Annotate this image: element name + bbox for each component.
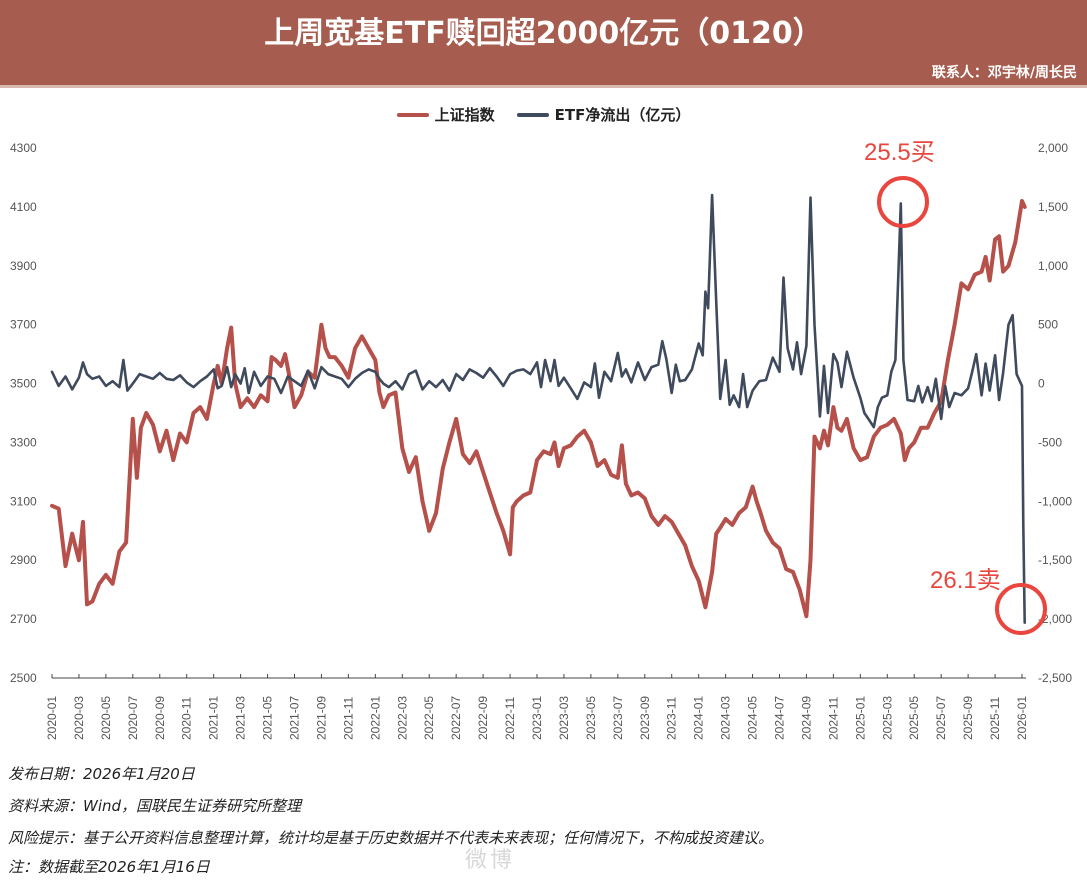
risk-disclaimer: 风险提示：基于公开资料信息整理计算，统计均是基于历史数据并不代表未来表现；任何情… [8,829,774,847]
x-tick-label: 2025-11 [988,697,1002,740]
line-chart: 4300 4100 3900 3700 3500 3300 3100 2900 2700 2500… [10,141,1072,740]
x-tick-label: 2023-09 [638,696,652,740]
shanghai-index-line [50,199,1027,619]
legend-item-etf-outflow: ETF净流出（亿元） [516,104,691,125]
left-tick-label: 3100 [10,494,37,508]
right-tick-label: 500 [1038,318,1058,332]
x-tick-label: 2025-05 [907,696,921,740]
annotation-circles [877,176,1047,635]
legend-label: 上证指数 [434,106,495,124]
right-tick-label: -2,000 [1038,612,1072,626]
data-note: 注：数据截至2026年1月16日 [8,858,210,876]
x-tick-label: 2022-01 [368,696,382,740]
left-tick-label: 4300 [10,141,37,155]
x-tick-label: 2025-01 [853,696,867,740]
legend-item-shanghai-index: 上证指数 [396,104,495,125]
data-source: 资料来源：Wind，国联民生证券研究所整理 [8,797,302,815]
plot-lines [50,193,1027,624]
left-tick-label: 2900 [10,553,37,567]
x-tick-label: 2026-01 [1015,696,1029,740]
left-tick-label: 4100 [10,200,37,214]
annotation-buy: 25.5买 [864,139,935,166]
right-tick-label: -1,000 [1038,494,1072,508]
x-tick-label: 2022-11 [503,697,517,740]
x-tick-label: 2024-11 [826,697,840,740]
x-tick-label: 2022-09 [476,696,490,740]
x-tick-label: 2023-07 [611,696,625,740]
right-tick-label: -1,500 [1038,553,1072,567]
etf-outflow-line [50,193,1026,624]
legend-swatch-red [396,112,429,117]
left-tick-label: 2700 [10,612,37,626]
x-tick-label: 2025-07 [934,696,948,740]
left-tick-label: 2500 [10,671,37,685]
x-tick-label: 2024-01 [692,696,706,740]
left-tick-label: 3500 [10,377,37,391]
x-tick-label: 2022-07 [449,696,463,740]
x-tick-label: 2021-07 [288,696,302,740]
x-tick-label: 2020-01 [45,696,59,740]
x-tick-label: 2024-05 [746,696,760,740]
x-tick-label: 2025-09 [961,696,975,740]
watermark: 微博 [465,848,516,873]
x-tick-label: 2024-07 [773,696,787,740]
x-tick-label: 2022-05 [422,696,436,740]
title-banner: 上周宽基ETF赎回超2000亿元（0120） 联系人：邓宇林/周长民 [0,0,1087,88]
annotation-sell: 26.1卖 [930,567,1001,594]
x-tick-label: 2025-03 [880,696,894,740]
x-tick-label: 2021-01 [207,696,221,740]
x-tick-label: 2021-09 [314,696,328,740]
x-tick-label: 2024-03 [719,696,733,740]
x-tick-label: 2020-05 [99,696,113,740]
right-tick-label: 1,000 [1038,259,1068,273]
publish-date: 发布日期：2026年1月20日 [8,765,195,783]
x-tick-label: 2021-03 [234,696,248,740]
x-tick-label: 2021-05 [261,696,275,740]
x-tick-label: 2022-03 [395,696,409,740]
buy-circle-marker [877,176,929,228]
x-tick-label: 2020-11 [180,697,194,740]
x-tick-label: 2020-07 [126,696,140,740]
x-tick-label: 2023-05 [584,696,598,740]
right-tick-label: -500 [1038,435,1062,449]
sell-circle-marker [995,583,1047,635]
x-tick-label: 2020-03 [72,696,86,740]
legend-swatch-dark [516,112,549,117]
right-y-axis: 2,000 1,500 1,000 500 0 -500 -1,000 -1,500 -2,00… [1038,141,1072,685]
right-tick-label: -2,500 [1038,671,1072,685]
left-tick-label: 3900 [10,259,37,273]
chart-title: 上周宽基ETF赎回超2000亿元（0120） [264,16,823,51]
x-tick-label: 2024-09 [799,696,813,740]
x-axis: 2020-01 2020-03 2020-05 2020-07 2020-09 2020-… [45,674,1029,740]
x-tick-label: 2020-09 [153,696,167,740]
right-tick-label: 0 [1038,377,1045,391]
left-y-axis: 4300 4100 3900 3700 3500 3300 3100 2900 2700 2500 [10,141,37,685]
right-tick-label: 2,000 [1038,141,1068,155]
legend-label: ETF净流出（亿元） [554,106,691,124]
right-tick-label: 1,500 [1038,200,1068,214]
left-tick-label: 3700 [10,318,37,332]
x-tick-label: 2023-01 [530,696,544,740]
chart-legend: 上证指数 ETF净流出（亿元） [0,104,1087,125]
x-tick-label: 2023-03 [557,696,571,740]
x-tick-label: 2021-11 [341,697,355,740]
left-tick-label: 3300 [10,435,37,449]
x-tick-label: 2023-11 [665,697,679,740]
contact-info: 联系人：邓宇林/周长民 [931,65,1077,81]
